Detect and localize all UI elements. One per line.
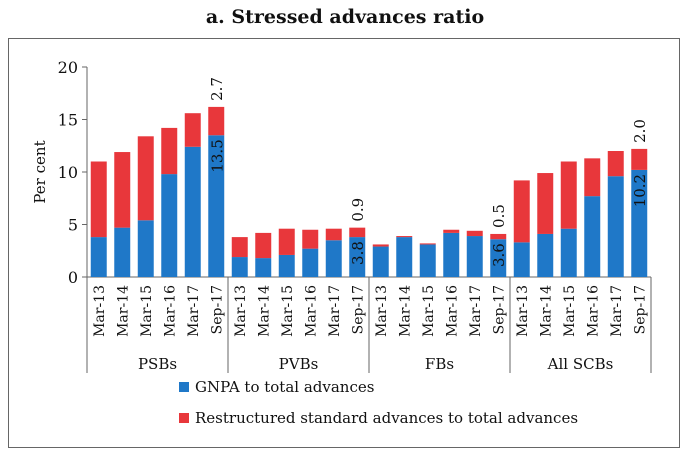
bar-restructured — [490, 233, 507, 240]
bar-gnpa — [631, 169, 648, 277]
bar-gnpa — [396, 237, 413, 277]
group-label: All SCBs — [547, 355, 614, 373]
bar-restructured — [231, 237, 248, 258]
legend-swatch-restructured — [179, 413, 189, 423]
bar-restructured — [137, 136, 154, 221]
bar-restructured — [255, 232, 272, 259]
y-tick-label: 0 — [68, 268, 78, 287]
x-tick-label: Mar-15 — [421, 285, 437, 337]
bar-restructured — [396, 236, 413, 238]
data-label-gnpa: 3.6 — [490, 243, 508, 267]
x-tick-label: Mar-15 — [139, 285, 155, 337]
group-label: PVBs — [279, 355, 319, 373]
x-tick-label: Mar-14 — [397, 285, 413, 337]
bar-restructured — [443, 229, 460, 233]
bar-gnpa — [325, 240, 342, 277]
bar-gnpa — [278, 254, 295, 277]
bar-restructured — [278, 228, 295, 255]
x-tick-label: Mar-15 — [562, 285, 578, 337]
bar-gnpa — [90, 237, 107, 277]
bar-gnpa — [490, 239, 507, 277]
x-tick-label: Mar-13 — [515, 285, 531, 337]
x-tick-label: Mar-16 — [162, 285, 178, 337]
data-label-restructured: 0.9 — [349, 198, 367, 222]
chart-title: a. Stressed advances ratio — [205, 6, 485, 28]
legend-item-restructured: Restructured standard advances to total … — [179, 409, 578, 427]
bar-restructured — [302, 229, 319, 249]
x-tick-label: Mar-14 — [115, 285, 131, 337]
bar-restructured — [584, 158, 601, 197]
legend-item-gnpa: GNPA to total advances — [179, 378, 374, 396]
bar-gnpa — [513, 242, 530, 277]
bar-gnpa — [607, 176, 624, 277]
x-tick-label: Mar-17 — [468, 285, 484, 337]
x-tick-label: Mar-16 — [444, 285, 460, 337]
bar-gnpa — [208, 135, 225, 277]
x-tick-label: Sep-17 — [350, 285, 366, 334]
y-axis-label: Per cent — [31, 140, 49, 203]
x-tick-label: Sep-17 — [632, 285, 648, 334]
legend-label-gnpa: GNPA to total advances — [195, 378, 375, 396]
x-tick-label: Sep-17 — [491, 285, 507, 334]
bar-restructured — [349, 227, 366, 238]
bar-restructured — [90, 161, 107, 238]
x-tick-label: Mar-13 — [374, 285, 390, 337]
bar-gnpa — [443, 232, 460, 277]
x-tick-label: Mar-16 — [585, 285, 601, 337]
bar-gnpa — [584, 196, 601, 277]
bar-gnpa — [161, 174, 178, 277]
group-label: FBs — [425, 355, 454, 373]
x-tick-label: Mar-17 — [186, 285, 202, 337]
x-tick-label: Mar-14 — [538, 285, 554, 337]
bar-gnpa — [349, 237, 366, 277]
bar-restructured — [184, 113, 201, 147]
bar-restructured — [161, 127, 178, 175]
data-label-gnpa: 13.5 — [208, 139, 226, 172]
bar-restructured — [325, 228, 342, 241]
bar-gnpa — [302, 248, 319, 277]
bar-restructured — [466, 230, 483, 237]
chart-frame: 0 5 10 15 20 Per cent Mar-13 Mar-14 Mar-15 Mar-16… — [8, 38, 680, 448]
x-tick-label: Mar-14 — [256, 285, 272, 337]
bar-restructured — [537, 173, 554, 234]
bar-restructured — [560, 161, 577, 229]
data-label-restructured: 2.0 — [631, 119, 649, 143]
bar-restructured — [607, 151, 624, 177]
legend-label-restructured: Restructured standard advances to total … — [195, 409, 579, 427]
bar-gnpa — [372, 246, 389, 277]
x-tick-label: Mar-17 — [609, 285, 625, 337]
data-label-gnpa: 10.2 — [631, 174, 649, 207]
y-tick-label: 20 — [58, 58, 78, 77]
bar-gnpa — [184, 146, 201, 277]
bar-restructured — [631, 148, 648, 170]
bar-gnpa — [114, 227, 131, 277]
bar-gnpa — [231, 257, 248, 277]
bar-restructured — [208, 106, 225, 136]
bar-restructured — [372, 244, 389, 247]
data-label-restructured: 2.7 — [208, 77, 226, 101]
bar-restructured — [114, 152, 131, 228]
y-tick-label: 15 — [58, 111, 78, 130]
x-tick-label: Mar-15 — [280, 285, 296, 337]
x-tick-label: Mar-17 — [327, 285, 343, 337]
x-tick-label: Mar-16 — [303, 285, 319, 337]
bar-gnpa — [419, 244, 436, 277]
x-tick-label: Sep-17 — [209, 285, 225, 334]
bar-restructured — [513, 180, 530, 243]
y-tick-label: 10 — [58, 163, 78, 182]
data-label-gnpa: 3.8 — [349, 241, 367, 265]
y-tick-label: 5 — [68, 216, 78, 235]
bar-gnpa — [137, 220, 154, 277]
stacked-bar-chart: 0 5 10 15 20 Per cent Mar-13 Mar-14 Mar-15 Mar-16… — [31, 58, 652, 373]
bar-gnpa — [560, 228, 577, 277]
bar-restructured — [419, 243, 436, 245]
bar-gnpa — [255, 258, 272, 277]
legend-swatch-gnpa — [179, 382, 189, 392]
data-label-restructured: 0.5 — [490, 204, 508, 228]
bar-gnpa — [466, 236, 483, 277]
x-tick-label: Mar-13 — [233, 285, 249, 337]
x-tick-label: Mar-13 — [92, 285, 108, 337]
bar-gnpa — [537, 233, 554, 277]
group-label: PSBs — [138, 355, 177, 373]
